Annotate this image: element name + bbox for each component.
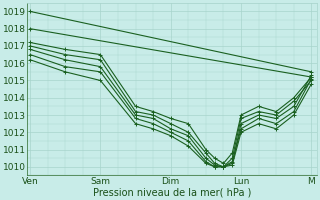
X-axis label: Pression niveau de la mer( hPa ): Pression niveau de la mer( hPa ) [93,187,252,197]
